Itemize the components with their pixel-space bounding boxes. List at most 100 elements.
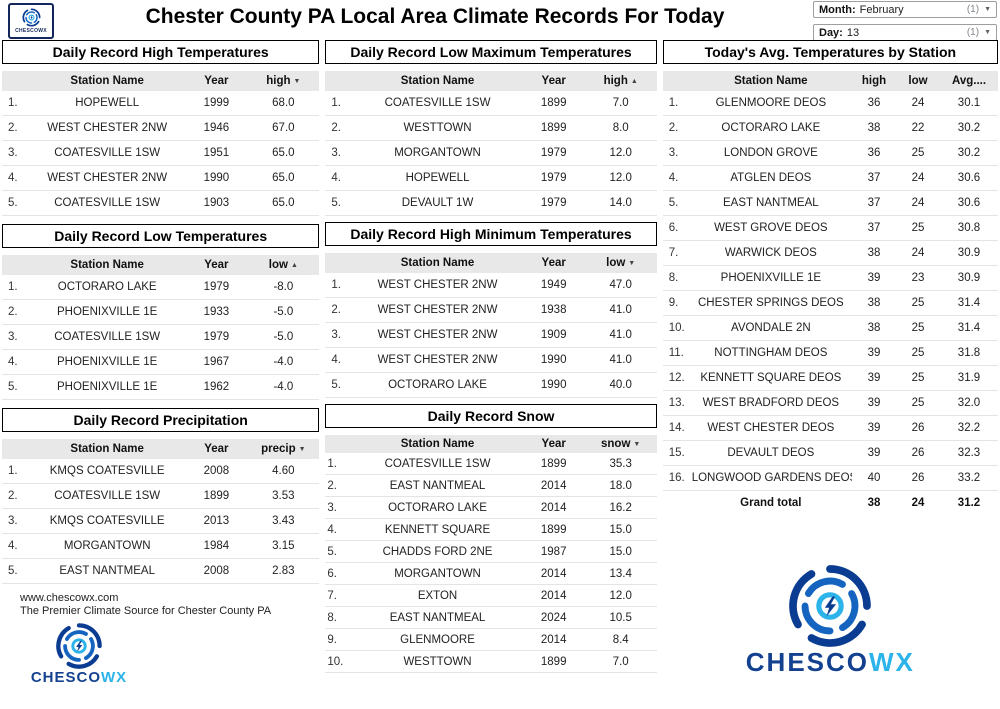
column-header-year[interactable]: Year [522,435,585,453]
cell: 10.5 [584,606,657,629]
cell: WESTTOWN [352,650,523,673]
row-index: 6. [325,562,353,585]
table-row: 3. KMQS COATESVILLE 2013 3.43 [2,508,320,534]
record-precip-title: Daily Record Precipitation [2,408,320,432]
row-index: 3. [2,508,29,534]
cell: 26 [896,415,940,441]
column-header-high[interactable]: high ▲ [584,71,657,91]
column-header-snow[interactable]: snow ▼ [584,435,657,453]
cell: WEST CHESTER DEOS [689,415,852,441]
cell: PHOENIXVILLE 1E [29,349,186,375]
cell: 1899 [522,453,585,475]
table-row: 14. WEST CHESTER DEOS 39 26 32.2 [662,415,998,441]
cell: 38 [852,315,896,341]
cell: 13.4 [584,562,657,585]
column-header-precip[interactable]: precip ▼ [247,439,320,459]
column-header-station-name[interactable]: Station Name [352,253,523,273]
record-low-card: Daily Record Low Temperatures Station Na… [2,224,320,400]
cell: -8.0 [247,275,320,300]
cell: 2014 [522,474,585,497]
sort-arrow-icon: ▲ [290,262,298,269]
table-row: 2. WESTTOWN 1899 8.0 [325,115,657,141]
cell: 2014 [522,496,585,519]
cell: 38 [852,115,896,141]
table-row: 1. WEST CHESTER 2NW 1949 47.0 [325,273,657,298]
column-header-high[interactable]: high ▼ [247,71,320,91]
column-header-year[interactable]: Year [522,71,585,91]
cell: 1946 [185,115,248,141]
cell: 2008 [185,459,248,484]
column-header-avg[interactable]: Avg.... [940,71,998,91]
table-row: 12. KENNETT SQUARE DEOS 39 25 31.9 [662,365,998,391]
cell: 36 [852,140,896,166]
column-header-station-name[interactable]: Station Name [29,71,186,91]
cell: 24 [896,240,940,266]
record-snow-card: Daily Record Snow Station Name Year snow ▼ … [325,404,657,673]
table-header-row: Station Name Year snow ▼ [325,435,657,453]
cell: 2.83 [247,558,320,584]
cell: 65.0 [247,140,320,166]
column-header-station-name[interactable]: Station Name [29,439,186,459]
cell: 1979 [185,324,248,350]
row-index: 2. [2,299,29,325]
record-snow-table: Station Name Year snow ▼ 1. COATESVILLE 1SW 1… [325,435,657,673]
cell: KMQS COATESVILLE [29,459,186,484]
row-index: 16. [662,465,690,491]
record-low-max-title: Daily Record Low Maximum Temperatures [325,40,657,64]
middle-column: Daily Record Low Maximum Temperatures St… [325,40,657,686]
column-header-station-name[interactable]: Station Name [352,71,523,91]
column-header-station-name[interactable]: Station Name [689,71,852,91]
cell: WEST CHESTER 2NW [352,297,523,323]
row-index: 3. [325,322,353,348]
table-row: 2. EAST NANTMEAL 2014 18.0 [325,474,657,497]
cell: 12.0 [584,140,657,166]
column-header-year[interactable]: Year [185,71,248,91]
column-header-high[interactable]: high [852,71,896,91]
cell: 15.0 [584,540,657,563]
column-header-year[interactable]: Year [185,439,248,459]
record-low-table: Station Name Year low ▲ 1. OCTORARO LAKE 1979… [2,255,320,400]
column-header-station-name[interactable]: Station Name [352,435,523,453]
table-row: 3. OCTORARO LAKE 2014 16.2 [325,496,657,519]
cell: 8.0 [584,115,657,141]
table-row: 2. WEST CHESTER 2NW 1946 67.0 [2,115,320,141]
cell: WEST GROVE DEOS [689,215,852,241]
day-filter-dropdown[interactable]: Day: 13 (1) ▼ [813,24,997,41]
cell: 1979 [522,140,585,166]
cell: OCTORARO LAKE [352,496,523,519]
column-header-low[interactable]: low ▼ [584,253,657,273]
record-precip-card: Daily Record Precipitation Station Name Y… [2,408,320,584]
cyclone-logo-icon [787,563,873,649]
index-column-header [2,255,29,275]
column-header-year[interactable]: Year [185,255,248,275]
row-index: 2. [325,297,353,323]
index-column-header [2,71,29,91]
row-index: 2. [662,115,690,141]
column-header-station-name[interactable]: Station Name [29,255,186,275]
table-row: 6. WEST GROVE DEOS 37 25 30.8 [662,215,998,241]
table-row: 11. NOTTINGHAM DEOS 39 25 31.8 [662,340,998,366]
row-index: 6. [662,215,690,241]
cell: COATESVILLE 1SW [29,190,186,216]
cell: 15.0 [584,518,657,541]
row-index: 15. [662,440,690,466]
column-header-low[interactable]: low [896,71,940,91]
cell: 40 [852,465,896,491]
cell: EAST NANTMEAL [352,606,523,629]
cell: 24 [896,165,940,191]
row-index: 4. [325,518,353,541]
cell: 3.43 [247,508,320,534]
column-header-low[interactable]: low ▲ [247,255,320,275]
cell: 31.9 [940,365,998,391]
sort-arrow-icon: ▼ [628,260,636,267]
cell: DEVAULT DEOS [689,440,852,466]
cell: 25 [896,290,940,316]
cell: 30.8 [940,215,998,241]
cell: 25 [896,365,940,391]
column-header-year[interactable]: Year [522,253,585,273]
cell: MORGANTOWN [352,562,523,585]
row-index: 1. [325,91,353,116]
month-filter-dropdown[interactable]: Month: February (1) ▼ [813,1,997,18]
cell: 2024 [522,606,585,629]
chevron-down-icon: ▼ [984,29,991,36]
